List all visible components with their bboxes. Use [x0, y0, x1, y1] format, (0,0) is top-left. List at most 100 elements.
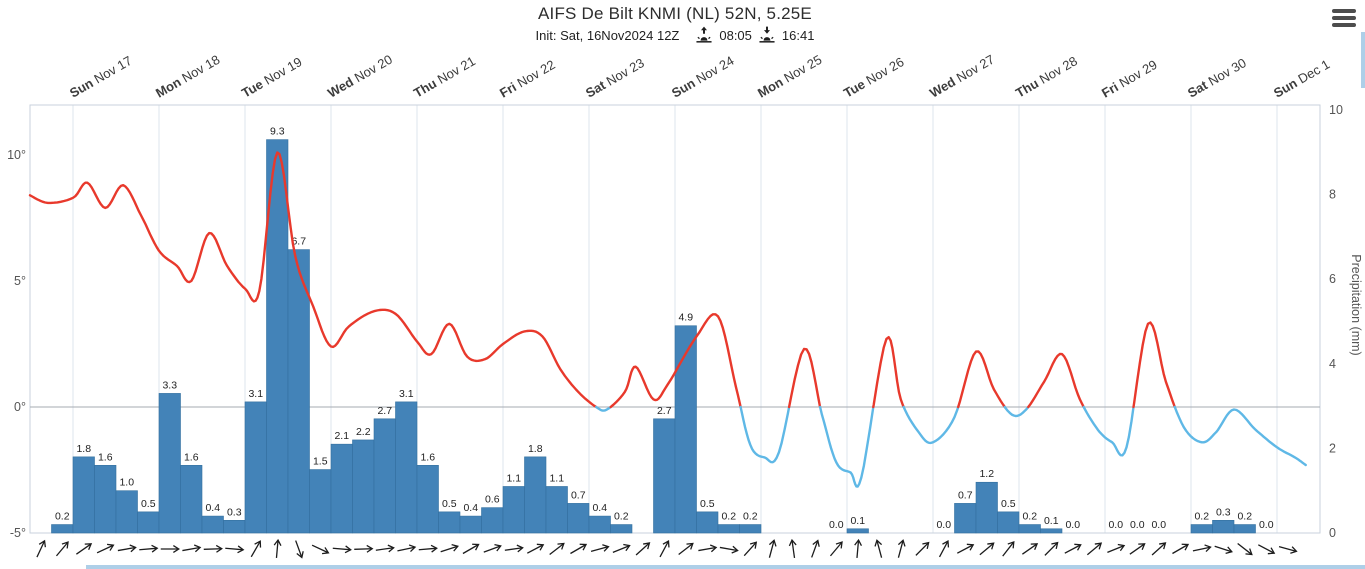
- wind-arrow: [829, 541, 843, 557]
- precip-bar: [309, 469, 332, 534]
- horizontal-scrollbar[interactable]: [86, 565, 1365, 569]
- sunset-time: 16:41: [781, 28, 815, 43]
- precip-value-label: 0.4: [463, 502, 478, 514]
- precip-value-label: 1.8: [76, 443, 91, 455]
- wind-arrow: [768, 539, 777, 558]
- precip-bar: [653, 418, 676, 534]
- day-label: Wed Nov 27: [927, 52, 997, 101]
- precip-bar: [696, 511, 719, 534]
- precip-bar: [416, 465, 439, 534]
- precip-bar: [244, 401, 267, 534]
- wind-arrow: [504, 544, 524, 553]
- wind-arrow: [76, 543, 93, 555]
- precip-value-label: 0.6: [485, 494, 500, 506]
- sunrise-icon: [696, 26, 712, 45]
- precip-value-label: 0.5: [442, 498, 457, 510]
- precip-bar: [481, 507, 504, 534]
- precip-value-label: 1.0: [119, 477, 134, 489]
- day-label: Sun Nov 24: [669, 53, 737, 101]
- precip-value-label: 0.2: [55, 511, 70, 523]
- precip-bar: [1190, 524, 1213, 534]
- precip-bar: [287, 249, 310, 534]
- temp-tick-label: -5°: [10, 526, 26, 540]
- vertical-scrollbar[interactable]: [1361, 32, 1365, 88]
- day-labels: Sun Nov 17 Mon Nov 18 Tue Nov 19 Wed Nov 20…: [67, 52, 1332, 101]
- precip-value-label: 0.2: [721, 511, 736, 523]
- day-label: Sun Dec 1: [1271, 57, 1332, 101]
- temperature-segment-above-zero: [1132, 321, 1176, 409]
- precip-value-label: 0.2: [1194, 511, 1209, 523]
- wind-arrow: [354, 544, 374, 553]
- temperature-segment-above-zero: [787, 347, 822, 409]
- wind-arrow: [1064, 543, 1082, 554]
- precip-value-label: 3.1: [248, 388, 263, 400]
- precip-bar: [1212, 520, 1235, 534]
- precip-bar: [588, 515, 611, 534]
- wind-arrow: [462, 543, 480, 555]
- day-label: Tue Nov 26: [841, 54, 906, 100]
- chart-title: AIFS De Bilt KNMI (NL) 52N, 5.25E: [538, 4, 812, 23]
- temperature-segment-below-zero: [1082, 405, 1135, 457]
- menu-button[interactable]: [1332, 9, 1356, 27]
- wind-arrow: [96, 543, 115, 554]
- precip-value-label: 2.1: [334, 430, 349, 442]
- precip-value-label: 3.3: [162, 379, 177, 391]
- precip-bar: [975, 481, 998, 534]
- precip-bar: [115, 490, 138, 534]
- wind-arrow: [854, 538, 863, 559]
- temperature-segment-below-zero: [818, 405, 875, 488]
- precip-value-label: 9.3: [270, 126, 285, 138]
- precip-bar: [545, 486, 568, 534]
- wind-arrow: [1107, 543, 1126, 553]
- precip-bars: [51, 139, 1256, 534]
- temperature-segment-below-zero: [902, 405, 960, 445]
- precip-value-label: 0.2: [743, 511, 758, 523]
- day-label: Thu Nov 21: [411, 53, 478, 100]
- day-label: Mon Nov 25: [755, 52, 824, 101]
- chart-subtitle: Init: Sat, 16Nov2024 12Z 08:05 16:41: [0, 26, 1350, 45]
- precip-bar: [201, 515, 224, 534]
- wind-arrow: [418, 544, 438, 553]
- wind-arrow: [788, 538, 797, 559]
- wind-arrow: [719, 545, 739, 554]
- wind-arrow: [979, 542, 995, 556]
- precip-axis-title: Precipitation (mm): [1349, 254, 1363, 355]
- precip-value-label: 0.0: [1108, 519, 1123, 531]
- day-label: Mon Nov 18: [153, 52, 222, 101]
- wind-arrow: [1151, 542, 1167, 556]
- precip-tick-label: 2: [1329, 441, 1336, 455]
- precip-bar: [373, 418, 396, 534]
- wind-arrow: [956, 543, 975, 554]
- precip-value-label: 0.2: [1022, 511, 1037, 523]
- wind-arrow: [1002, 540, 1015, 557]
- precip-tick-label: 8: [1329, 188, 1336, 202]
- precip-value-label: 0.1: [1044, 515, 1059, 527]
- temperature-segment-below-zero: [739, 405, 791, 464]
- precip-bar: [158, 393, 181, 534]
- temperature-line: [28, 151, 1307, 488]
- precip-bar: [610, 524, 633, 534]
- precip-value-label: 4.9: [678, 312, 693, 324]
- wind-arrow: [311, 544, 330, 555]
- wind-arrow: [1022, 543, 1039, 555]
- wind-arrow: [811, 539, 820, 558]
- precip-value-label: 0.5: [141, 498, 156, 510]
- wind-arrow: [295, 540, 304, 559]
- precip-value-label: 2.2: [356, 426, 371, 438]
- temp-tick-label: 5°: [14, 274, 26, 288]
- day-label: Wed Nov 20: [325, 52, 395, 101]
- wind-arrow: [570, 543, 588, 555]
- wind-arrow: [678, 542, 694, 556]
- wind-arrow: [635, 542, 651, 556]
- day-label: Tue Nov 19: [239, 54, 304, 100]
- precip-value-label: 2.7: [377, 405, 392, 417]
- temp-tick-label: 10°: [7, 148, 26, 162]
- precip-tick-label: 10: [1329, 103, 1343, 117]
- wind-arrow: [483, 543, 502, 553]
- wind-arrow: [1044, 541, 1059, 556]
- hamburger-icon: [1332, 9, 1356, 13]
- temp-tick-label: 0°: [14, 400, 26, 414]
- precip-value-label: 0.4: [592, 502, 607, 514]
- wind-arrow: [1086, 542, 1103, 556]
- precip-value-label: 0.5: [1001, 498, 1016, 510]
